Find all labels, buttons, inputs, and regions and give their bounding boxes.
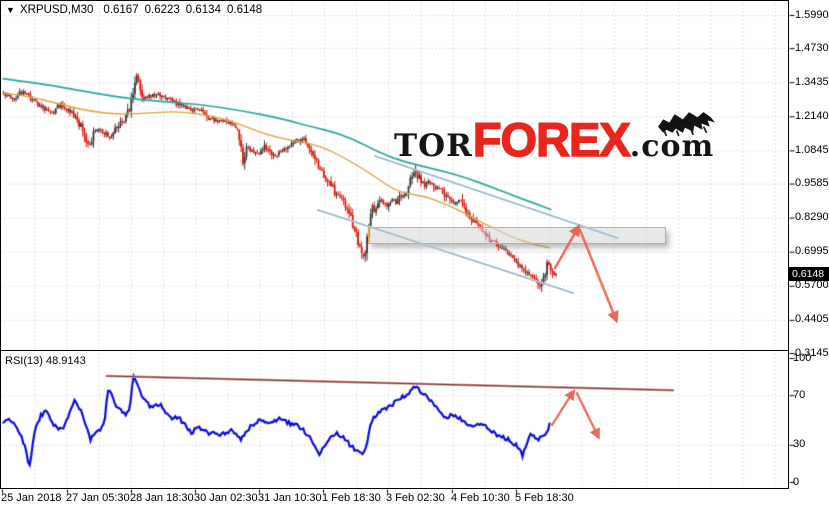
- bull-icon: [658, 112, 716, 137]
- logo-text-tor: TOR: [394, 128, 473, 164]
- price-tick-label: 0.4405: [795, 313, 829, 326]
- ohlc-close: 0.6148: [226, 4, 263, 16]
- rsi-tick-label: 70: [793, 388, 806, 401]
- rsi-tick-label: 0: [793, 475, 800, 488]
- trendline-channel-upper[interactable]: [374, 155, 619, 240]
- current-price-tag: 0.6148: [789, 267, 829, 281]
- rsi-tick-label: 100: [793, 351, 812, 364]
- price-tick-label: 0.9585: [795, 177, 829, 190]
- torforex-logo: TORFOREX.com: [394, 112, 716, 166]
- ohlc-open: 0.6167: [103, 4, 139, 16]
- price-tick-label: 0.8290: [795, 211, 829, 224]
- price-tick-label: 1.5990: [795, 8, 829, 21]
- price-tick-label: 0.6995: [795, 245, 829, 258]
- ohlc-high: 0.6223: [144, 4, 180, 16]
- time-tick-label: 30 Jan 02:30: [194, 492, 258, 504]
- price-tick-label: 1.2140: [795, 109, 829, 122]
- time-tick-label: 1 Feb 18:30: [322, 492, 381, 504]
- price-tick-label: 0.5700: [795, 279, 829, 292]
- price-tick-label: 0.3145: [795, 346, 829, 359]
- time-tick-label: 4 Feb 10:30: [451, 492, 510, 504]
- price-tick-label: 1.4730: [795, 41, 829, 54]
- symbol-ohlc-line: ▼ XRPUSD,M30 0.6167 0.6223 0.6134 0.6148: [6, 4, 268, 16]
- symbol-title: XRPUSD,M30: [19, 4, 94, 16]
- symbol-dropdown-icon: ▼: [6, 5, 15, 15]
- logo-text-forex: FOREX: [472, 113, 631, 166]
- forecast-arrow-down[interactable]: [578, 228, 619, 324]
- time-tick-label: 31 Jan 10:30: [258, 492, 322, 504]
- time-tick-label: 25 Jan 2018: [1, 492, 62, 504]
- time-tick-label: 27 Jan 05:30: [66, 492, 130, 504]
- rsi-indicator-label: RSI(13) 48.9143: [5, 355, 86, 367]
- price-tick-label: 1.0845: [795, 143, 829, 156]
- resistance-zone[interactable]: [368, 227, 666, 245]
- rsi-trendline-core[interactable]: [106, 375, 674, 391]
- rsi-forecast-arrow-up[interactable]: [550, 388, 576, 427]
- time-tick-label: 28 Jan 18:30: [130, 492, 194, 504]
- trendline-channel-lower[interactable]: [317, 209, 574, 294]
- time-tick-label: 5 Feb 18:30: [515, 492, 574, 504]
- forecast-arrow-up[interactable]: [553, 223, 581, 270]
- logo-text-com: .com: [629, 129, 715, 164]
- price-tick-label: 1.3435: [795, 75, 829, 88]
- rsi-tick-label: 30: [793, 438, 806, 451]
- rsi-forecast-arrow-down[interactable]: [575, 392, 600, 440]
- ohlc-low: 0.6134: [185, 4, 221, 16]
- time-tick-label: 3 Feb 02:30: [386, 492, 445, 504]
